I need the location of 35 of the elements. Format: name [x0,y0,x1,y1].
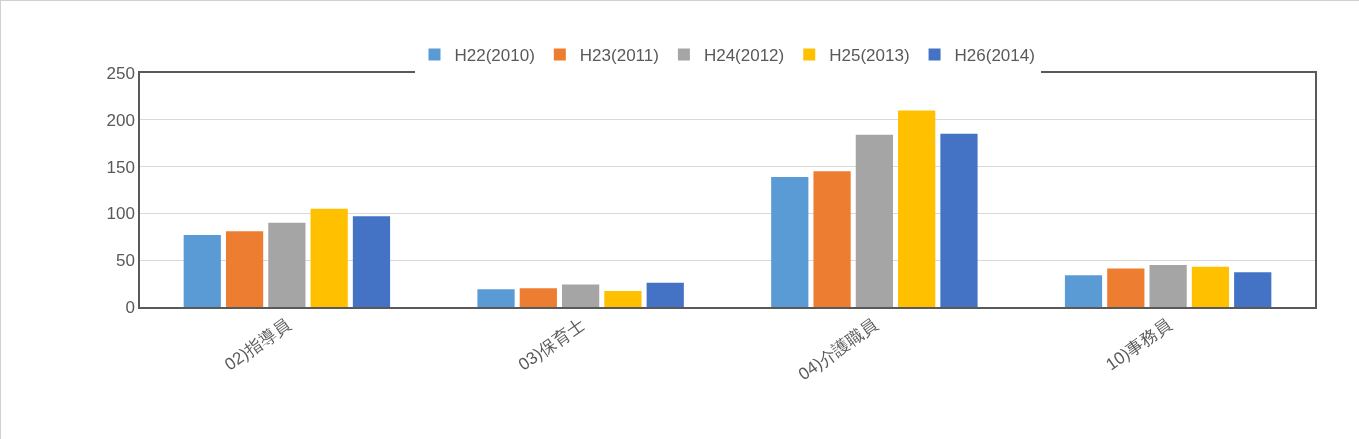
y-tick-label: 200 [106,110,135,130]
y-tick-label: 250 [106,63,135,83]
y-tick-label: 150 [106,157,135,177]
x-tick-label: 10)事務員 [1102,315,1176,375]
bar [1107,268,1145,307]
bar [519,288,557,307]
bar [352,216,391,307]
bar [898,110,936,307]
bar [477,289,515,307]
bar [225,231,264,307]
legend-label: H26(2014) [954,46,1035,66]
bar [1234,272,1272,307]
bar [855,134,893,307]
bar [562,284,600,307]
bar [183,234,221,307]
x-tick-label: 03)保育士 [514,315,588,375]
bar [940,133,978,307]
y-tick-label: 100 [106,204,135,224]
bar [1064,275,1103,307]
bar [813,171,851,307]
x-tick-label: 02)指導員 [221,315,295,375]
bar [1191,266,1230,307]
legend-label: H24(2012) [703,46,785,66]
y-tick-label: 50 [115,251,135,271]
bar [604,291,642,307]
legend-label: H25(2013) [829,46,910,66]
bar [646,282,684,307]
bar [771,176,809,307]
bar [1149,264,1187,307]
bar [268,222,306,307]
bar [310,208,348,307]
y-tick-label: 0 [125,297,135,317]
legend-label: H22(2010) [454,46,535,66]
x-tick-label: 04)介護職員 [794,315,882,384]
legend-label: H23(2011) [579,46,659,66]
